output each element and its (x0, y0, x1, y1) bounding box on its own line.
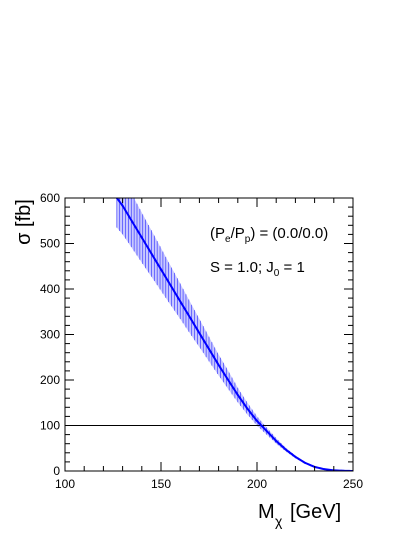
data-point (265, 430, 268, 432)
x-axis-label-unit: [GeV] (290, 501, 341, 523)
spin-annotation: S = 1.0; J0 = 1 (210, 259, 305, 279)
data-point (275, 440, 278, 442)
pol-open: (P (210, 225, 225, 242)
spin-text: S = 1.0; J (210, 259, 274, 276)
central-curve (116, 198, 353, 471)
data-point (169, 284, 172, 287)
data-point (208, 348, 210, 350)
data-point (188, 316, 191, 319)
data-point (227, 379, 230, 381)
spin-sub-j: 0 (274, 268, 280, 279)
data-point (294, 455, 297, 458)
uncertainty-band (116, 198, 353, 471)
data-point (121, 204, 124, 207)
y-tick-label: 200 (40, 373, 60, 387)
data-point (160, 268, 162, 271)
pol-sub-p: p (245, 234, 251, 245)
data-point (284, 448, 287, 451)
data-point (304, 461, 306, 464)
spin-rest: = 1 (279, 259, 304, 276)
data-point (256, 420, 258, 422)
data-point (323, 468, 326, 471)
polarisation-annotation: (Pe/Pp) = (0.0/0.0) (210, 225, 328, 245)
data-point (150, 252, 153, 255)
x-axis-label-main: M (258, 501, 275, 523)
x-tick-label: 150 (151, 477, 171, 491)
x-tick-label: 200 (247, 477, 267, 491)
y-axis-label: σ [fb] (13, 199, 35, 245)
data-point (179, 300, 182, 303)
x-axis-label-sub: χ (275, 513, 283, 529)
data-point (140, 236, 143, 239)
x-tick-label: 250 (343, 477, 363, 491)
pol-rest: ) = (0.0/0.0) (250, 225, 328, 242)
data-point (246, 407, 249, 410)
y-tick-label: 600 (40, 191, 60, 205)
x-tick-label: 100 (55, 477, 75, 491)
y-tick-label: 400 (40, 282, 60, 296)
data-point (236, 394, 239, 396)
y-tick-label: 0 (53, 464, 60, 478)
y-tick-label: 100 (40, 419, 60, 433)
data-point (198, 332, 201, 335)
x-axis-label: M χ [GeV] (258, 501, 341, 529)
data-point (131, 220, 134, 223)
y-tick-label: 300 (40, 328, 60, 342)
pol-slash: /P (231, 225, 245, 242)
y-tick-label: 500 (40, 237, 60, 251)
pol-sub-e: e (225, 234, 231, 245)
data-point (217, 364, 220, 366)
